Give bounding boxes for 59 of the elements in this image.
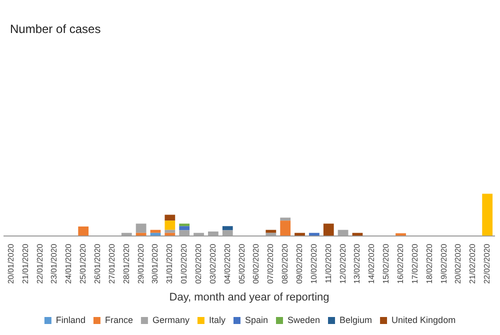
x-tick-label: 10/02/2020 (309, 243, 318, 284)
bar (280, 218, 291, 221)
x-tick-label: 15/02/2020 (382, 243, 391, 284)
bar (136, 224, 146, 233)
legend-label: Germany (152, 314, 190, 325)
legend-label: Italy (208, 314, 226, 325)
x-tick-label: 04/02/2020 (222, 243, 232, 284)
x-tick-label: 25/01/2020 (78, 243, 88, 284)
x-tick-label: 11/02/2020 (324, 243, 333, 284)
x-tick-label: 13/02/2020 (352, 243, 362, 284)
bar (266, 230, 276, 233)
x-tick-label: 20/02/2020 (454, 243, 463, 284)
x-tick-label: 17/02/2020 (410, 243, 420, 284)
x-tick-label: 31/01/2020 (165, 243, 174, 284)
x-tick-label: 22/02/2020 (482, 243, 492, 284)
bar (222, 226, 233, 230)
bar (396, 233, 406, 236)
x-tick-label: 02/02/2020 (194, 243, 203, 284)
bar (323, 224, 334, 236)
x-tick-label: 21/02/2020 (468, 243, 478, 284)
x-tick-label: 19/02/2020 (439, 243, 448, 284)
x-tick-label: 07/02/2020 (266, 243, 276, 284)
x-tick-label: 16/02/2020 (396, 243, 405, 284)
x-tick-label: 30/01/2020 (150, 243, 160, 284)
x-tick-label: 14/02/2020 (367, 243, 376, 284)
legend-label: United Kingdom (392, 314, 456, 325)
x-tick-label: 06/02/2020 (252, 243, 261, 284)
x-tick-label: 05/02/2020 (237, 243, 246, 284)
legend-label: Sweden (287, 314, 320, 325)
legend-label: France (104, 314, 133, 325)
x-tick-label: 24/01/2020 (64, 243, 74, 284)
x-tick-label: 22/01/2020 (35, 243, 44, 284)
bar (179, 226, 190, 230)
bar (280, 220, 291, 236)
x-axis-title: Day, month and year of reporting (169, 291, 330, 304)
x-tick-label: 27/01/2020 (107, 243, 116, 284)
x-tick-label: 20/01/2020 (6, 243, 16, 284)
x-tick-label: 03/02/2020 (208, 243, 218, 284)
bar (179, 224, 190, 226)
x-tick-label: 01/02/2020 (180, 243, 189, 284)
x-tick-label: 29/01/2020 (136, 243, 146, 284)
legend-label: Spain (244, 314, 268, 325)
x-tick-label: 28/01/2020 (122, 243, 131, 284)
legend-label: Finland (56, 314, 86, 325)
bar (164, 220, 176, 230)
x-tick-label: 26/01/2020 (92, 243, 102, 284)
x-tick-label: 18/02/2020 (424, 243, 434, 284)
bar (164, 230, 176, 233)
x-tick-label: 21/01/2020 (20, 243, 30, 284)
bar (78, 226, 89, 236)
x-tick-label: 09/02/2020 (294, 243, 304, 284)
bar (482, 194, 493, 236)
legend-label: Belgium (340, 314, 372, 325)
text: Number of cases (10, 22, 101, 36)
x-tick-label: 12/02/2020 (338, 243, 348, 284)
x-tick-label: 08/02/2020 (280, 243, 290, 284)
bar (150, 230, 161, 233)
bar (164, 214, 176, 221)
x-tick-label: 23/01/2020 (50, 243, 59, 284)
